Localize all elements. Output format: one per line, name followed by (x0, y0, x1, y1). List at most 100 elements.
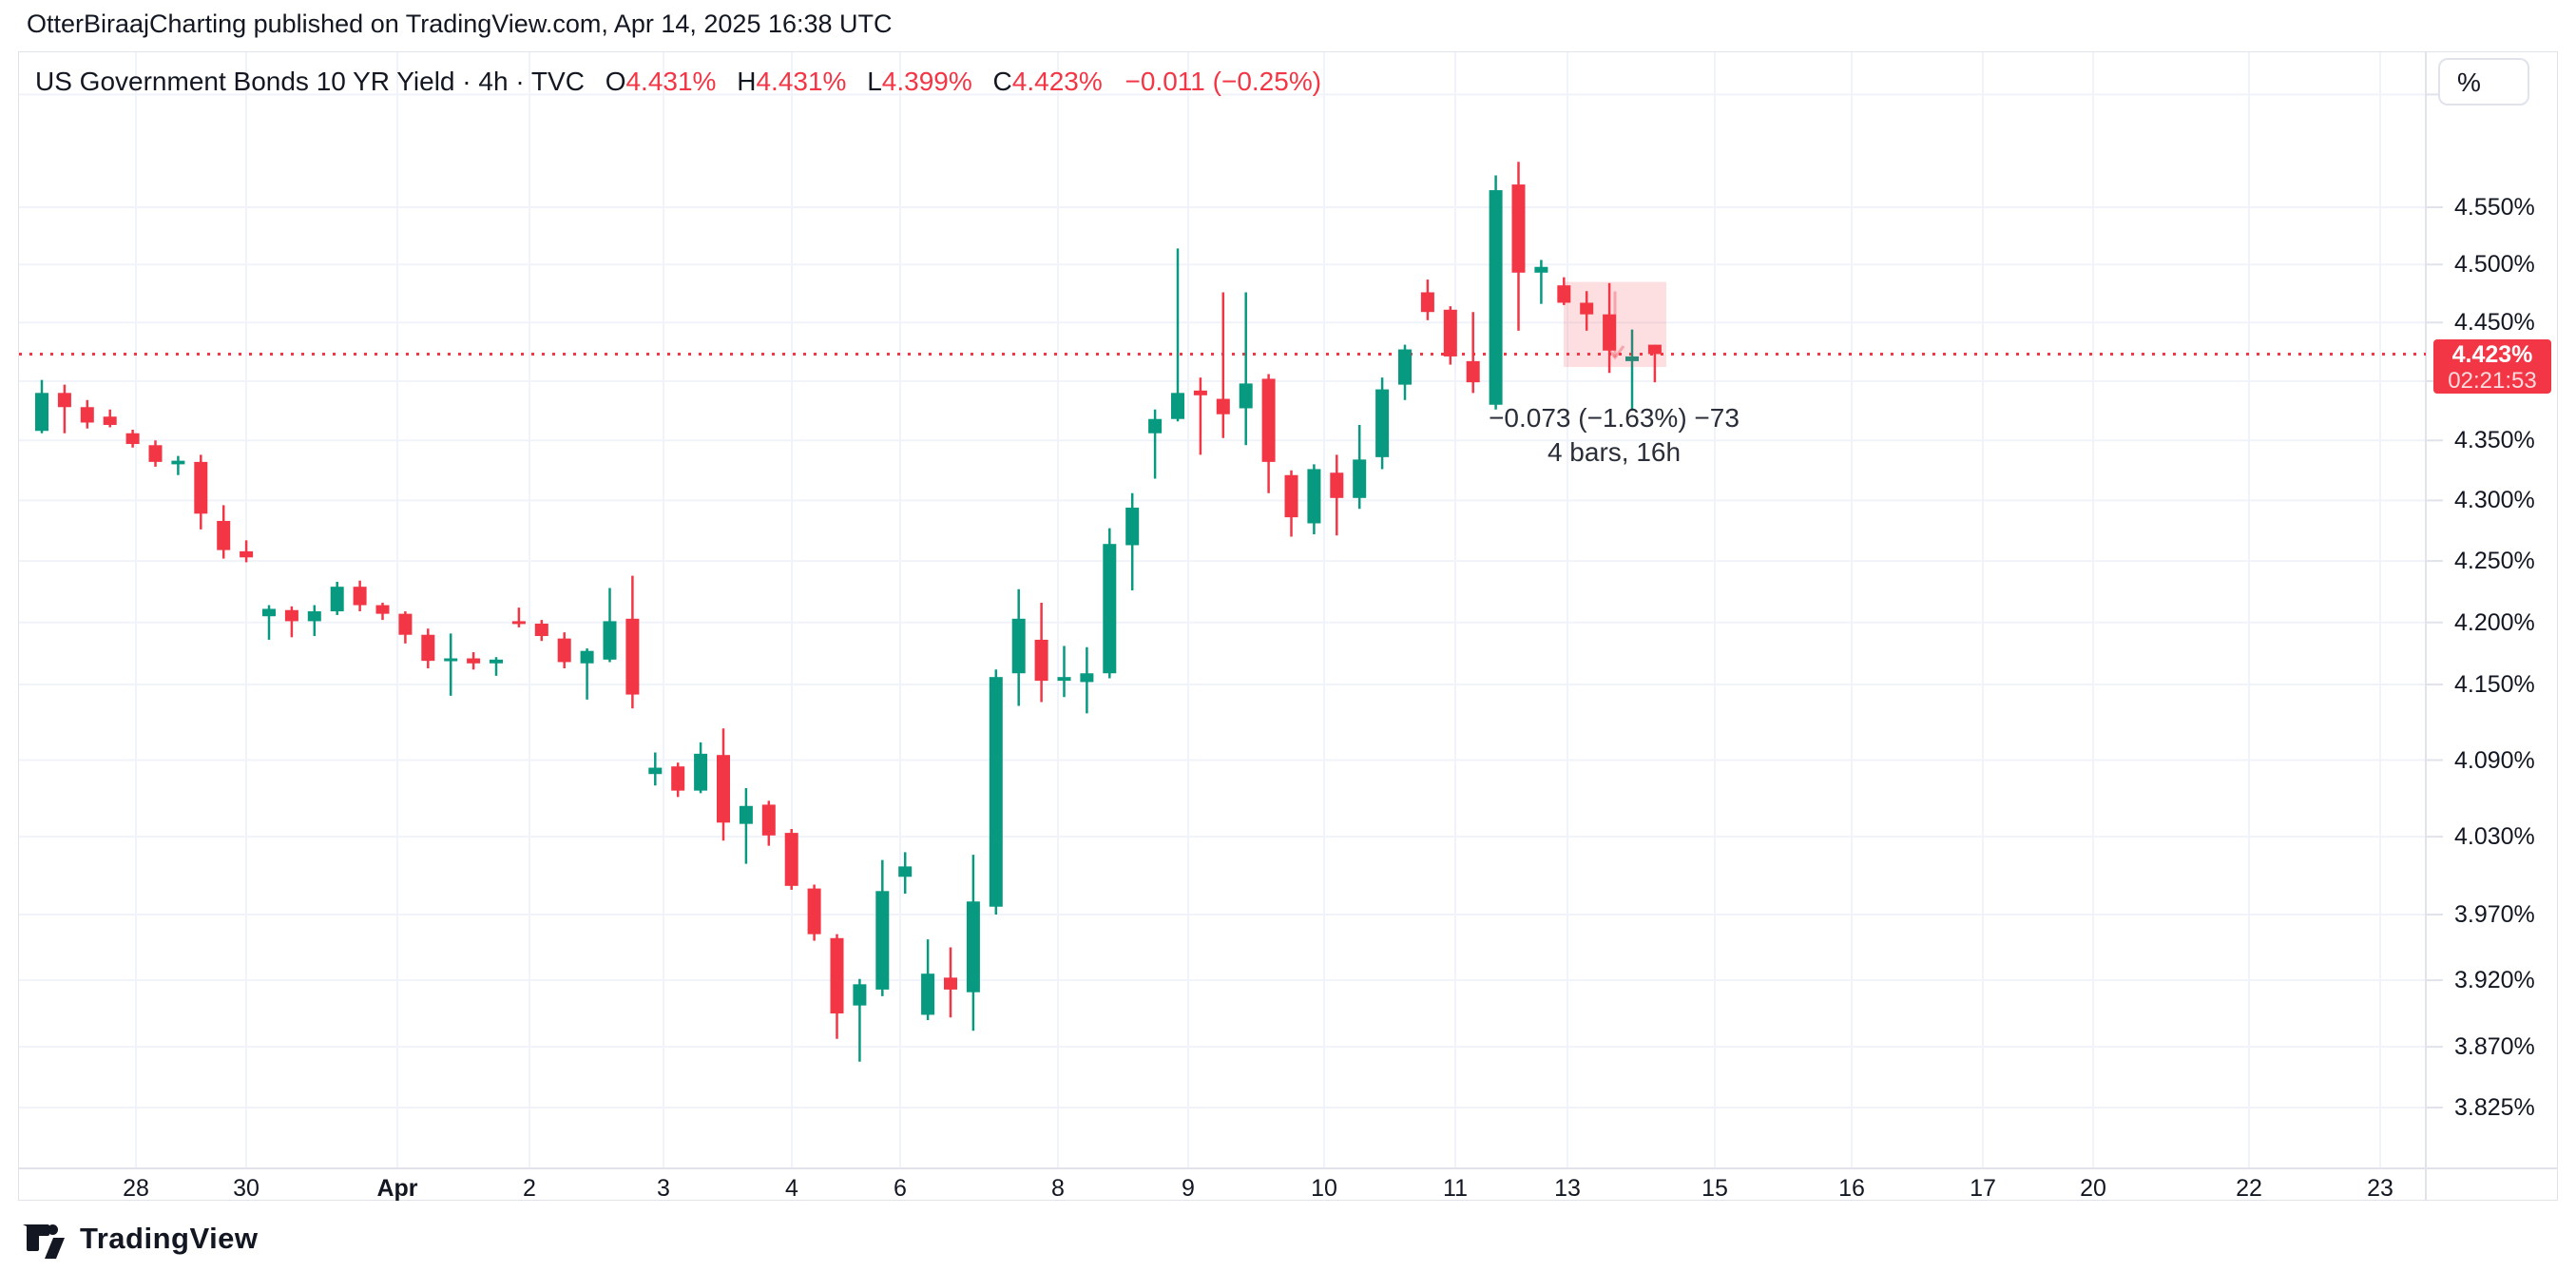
time-axis-label: 2 (523, 1175, 536, 1202)
candle-body-down (1261, 378, 1276, 462)
bar-countdown: 02:21:53 (2448, 368, 2537, 394)
candle-body-up (648, 767, 663, 775)
candle-body-down (80, 407, 94, 423)
time-axis-label: 20 (2080, 1175, 2106, 1202)
candle-body-down (467, 658, 481, 664)
candle-body-down (57, 393, 71, 408)
candle-body-down (830, 937, 844, 1014)
time-axis-label: 3 (657, 1175, 670, 1202)
candle-body-down (1330, 472, 1344, 498)
candle-body-up (171, 460, 185, 465)
measure-delta-text: −0.073 (−1.63%) −73 (1489, 403, 1740, 433)
candle-body-up (580, 650, 594, 664)
symbol-title: US Government Bonds 10 YR Yield · 4h · T… (35, 67, 585, 96)
candle-body-down (103, 416, 117, 425)
time-axis-label: 15 (1701, 1175, 1728, 1202)
time-axis-label: 22 (2236, 1175, 2262, 1202)
candle-body-down (1603, 314, 1617, 351)
price-tick-label: 4.300% (2454, 487, 2535, 514)
candle-body-up (1125, 507, 1140, 546)
price-tick-label: 3.825% (2454, 1094, 2535, 1121)
candle-body-down (1443, 309, 1457, 357)
tradingview-logo-icon[interactable] (21, 1219, 67, 1259)
candle-body-down (1647, 344, 1662, 355)
low-value: 4.399% (881, 67, 972, 96)
time-axis-label: Apr (376, 1175, 418, 1202)
candle-body-up (1375, 389, 1390, 457)
candle-body-down (625, 618, 640, 695)
price-tick-label: 4.250% (2454, 548, 2535, 575)
candle-body-up (694, 753, 708, 791)
candle-body-down (194, 461, 208, 514)
tradingview-logo-text[interactable]: TradingView (80, 1222, 259, 1255)
measure-range-box[interactable] (1564, 281, 1666, 368)
candle-body-down (944, 977, 957, 990)
candle-body-down (784, 833, 798, 886)
change-value: −0.011 (−0.25%) (1125, 67, 1322, 96)
candle-body-up (1625, 356, 1639, 361)
candle-body-down (1420, 292, 1434, 313)
candle-body-up (898, 866, 913, 877)
candle-body-up (921, 973, 935, 1015)
candle-body-down (534, 624, 548, 637)
price-tick-label: 4.200% (2454, 608, 2535, 636)
candle-body-down (1034, 639, 1048, 682)
chart-widget: US Government Bonds 10 YR Yield · 4h · T… (18, 51, 2558, 1201)
percent-scale-button[interactable]: % (2438, 58, 2529, 106)
candle-body-up (1489, 190, 1503, 405)
price-tick-label: 3.870% (2454, 1033, 2535, 1061)
candle-body-down (1216, 398, 1230, 414)
time-axis-label: 16 (1838, 1175, 1865, 1202)
time-axis-label: 8 (1051, 1175, 1065, 1202)
measure-bars-text: 4 bars, 16h (1547, 437, 1682, 467)
candle-body-down (671, 766, 685, 791)
candle-body-down (398, 613, 413, 635)
candle-body-down (807, 888, 821, 935)
time-axis-label: 17 (1970, 1175, 1996, 1202)
measure-arrow-head (1605, 345, 1625, 360)
chart-pane[interactable] (19, 52, 2559, 1202)
candle-body-down (1193, 390, 1207, 395)
price-tick-label: 4.450% (2454, 309, 2535, 337)
time-axis-label: 28 (123, 1175, 149, 1202)
candle-body-up (444, 658, 458, 662)
price-tick-label: 3.920% (2454, 967, 2535, 994)
candle-body-up (739, 805, 753, 824)
published-header: OtterBiraajCharting published on Trading… (27, 10, 893, 38)
time-axis-drag-area[interactable] (18, 1168, 2426, 1201)
candle-body-down (421, 634, 435, 662)
price-tick-label: 4.090% (2454, 746, 2535, 774)
candle-body-up (1080, 673, 1094, 683)
candle-body-down (1580, 302, 1594, 315)
candle-body-down (217, 520, 231, 550)
price-tick-label: 3.970% (2454, 900, 2535, 928)
open-value: 4.431% (625, 67, 717, 96)
candle-body-down (1466, 360, 1480, 383)
last-price-label[interactable]: 4.423% 02:21:53 (2433, 339, 2551, 394)
time-axis-label: 4 (785, 1175, 798, 1202)
candle-body-up (1307, 469, 1321, 524)
time-axis-label: 10 (1311, 1175, 1337, 1202)
candle-body-up (1171, 393, 1184, 419)
candle-body-up (490, 659, 503, 664)
time-axis-label: 9 (1182, 1175, 1195, 1202)
candle-body-down (1557, 285, 1571, 303)
last-price-value: 4.423% (2451, 341, 2533, 368)
candle-body-up (1534, 266, 1548, 273)
candle-body-up (1103, 544, 1117, 674)
candle-body-up (330, 587, 344, 612)
candle-body-down (240, 550, 254, 558)
candle-body-down (125, 433, 140, 445)
candle-body-up (966, 901, 980, 993)
time-axis-label: 6 (894, 1175, 907, 1202)
candle-body-up (603, 621, 617, 660)
candle-body-up (1057, 677, 1071, 682)
price-axis-drag-area[interactable] (2426, 52, 2576, 1168)
candle-body-down (1284, 474, 1298, 518)
chart-legend[interactable]: US Government Bonds 10 YR Yield · 4h · T… (35, 67, 1321, 97)
candle-body-up (989, 677, 1003, 907)
candle-body-down (148, 445, 163, 462)
candle-body-up (262, 608, 276, 617)
close-label: C (992, 67, 1012, 96)
candle-body-down (761, 804, 776, 836)
